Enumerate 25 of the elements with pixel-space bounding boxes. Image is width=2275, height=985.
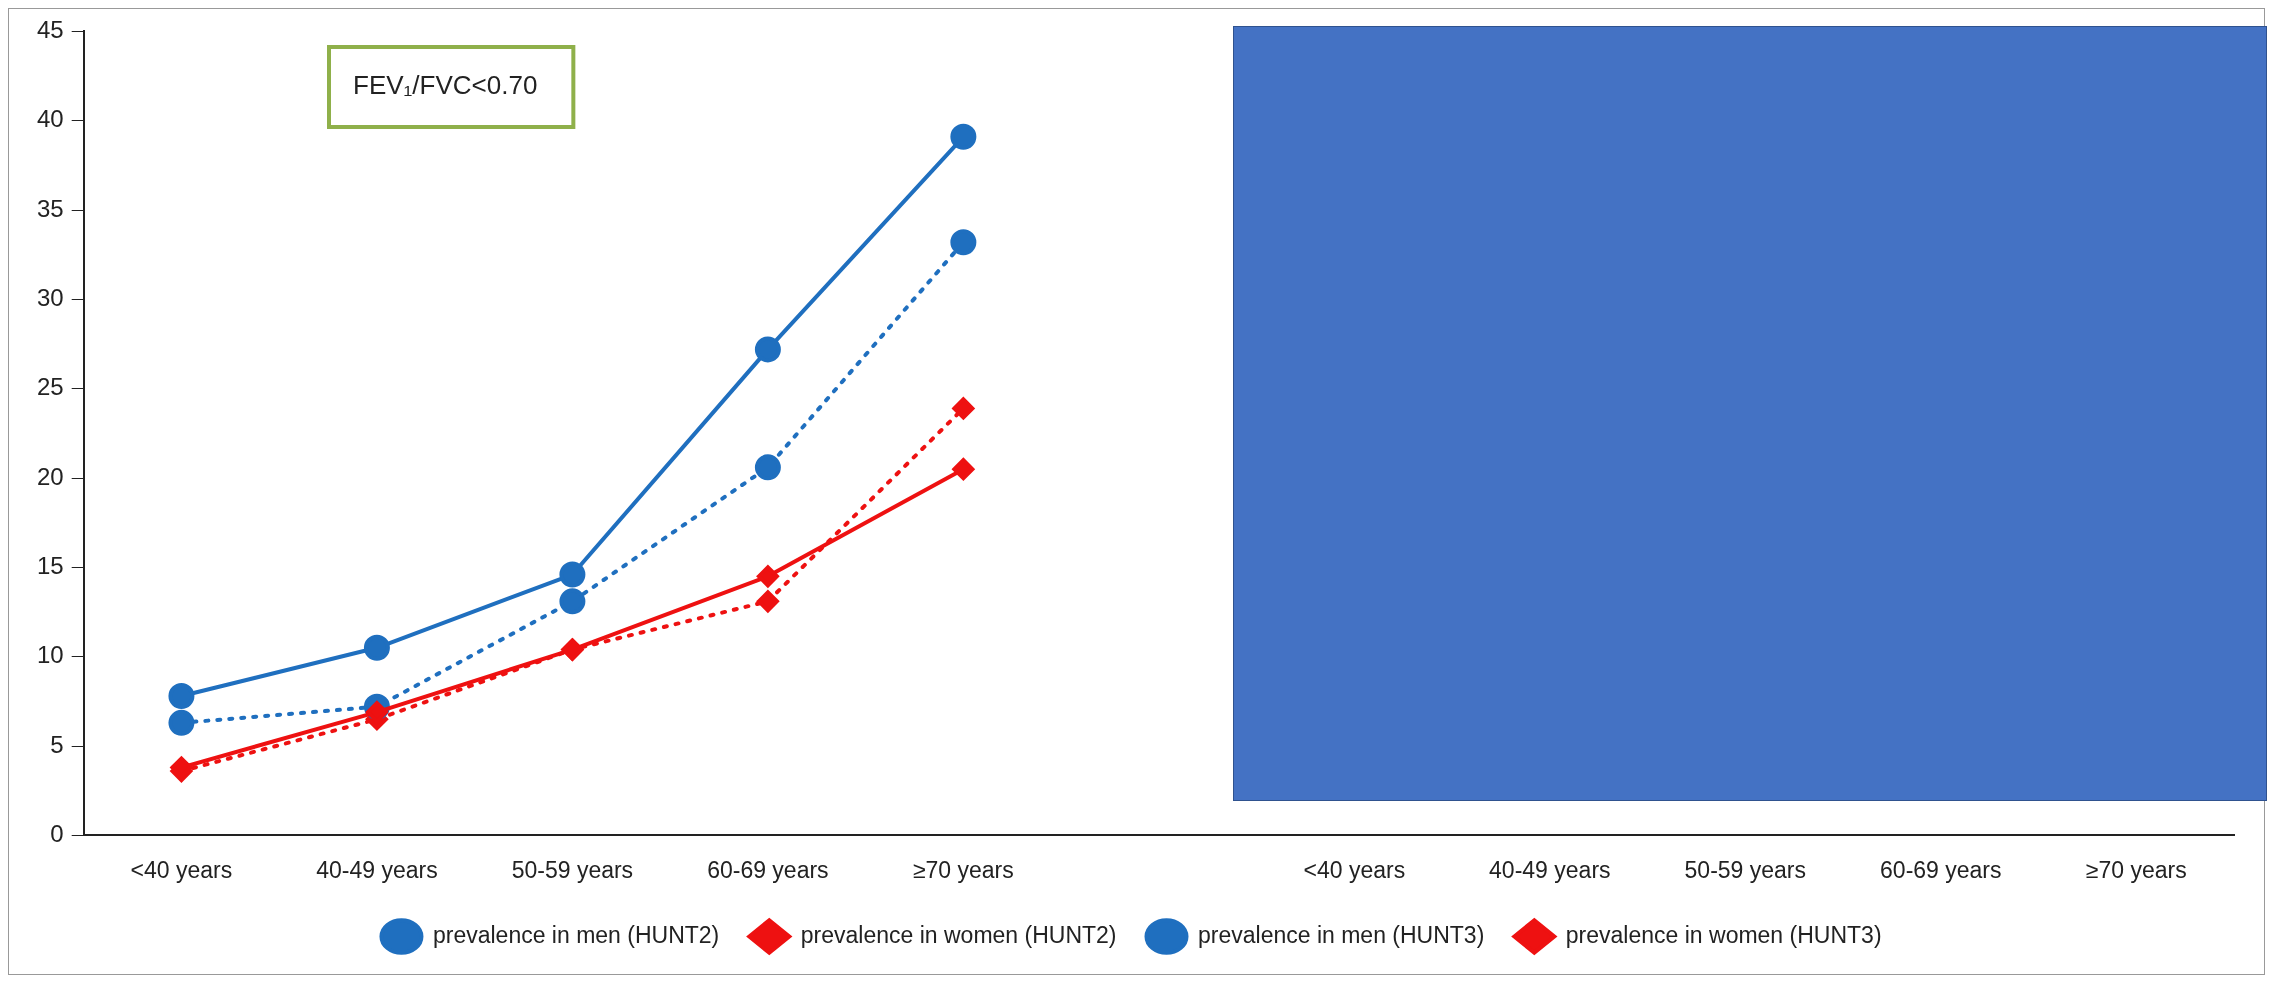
x-tick-label: <40 years <box>130 856 233 883</box>
y-tick-label: 5 <box>50 730 64 758</box>
y-tick-label: 30 <box>36 284 64 312</box>
y-tick-label: 40 <box>36 105 64 133</box>
y-tick-label: 25 <box>36 373 64 401</box>
x-tick-label: 60-69 years <box>707 856 829 883</box>
legend-label: prevalence in women (HUNT2) <box>800 921 1117 948</box>
legend-label: prevalence in men (HUNT2) <box>432 921 720 948</box>
y-tick-label: 20 <box>36 462 64 490</box>
x-tick-label: ≥70 years <box>912 856 1014 883</box>
legend-label: prevalence in women (HUNT3) <box>1565 921 1882 948</box>
y-tick-label: 0 <box>50 820 64 848</box>
x-tick-label: 40-49 years <box>1489 856 1611 883</box>
x-tick-label: 40-49 years <box>316 856 438 883</box>
y-tick-label: 35 <box>36 194 64 222</box>
legend-label: prevalence in men (HUNT3) <box>1198 921 1485 948</box>
x-tick-label: 50-59 years <box>1684 856 1807 883</box>
x-tick-label: 60-69 years <box>1880 856 2002 883</box>
y-tick-label: 10 <box>36 641 64 669</box>
y-tick-label: 45 <box>36 16 64 44</box>
annotation: FEV₁/FVC<0.70 <box>353 70 538 101</box>
x-tick-label: 50-59 years <box>511 856 634 883</box>
y-tick-label: 15 <box>36 552 64 580</box>
x-tick-label: ≥70 years <box>2085 856 2187 883</box>
x-tick-label: <40 years <box>1303 856 1406 883</box>
